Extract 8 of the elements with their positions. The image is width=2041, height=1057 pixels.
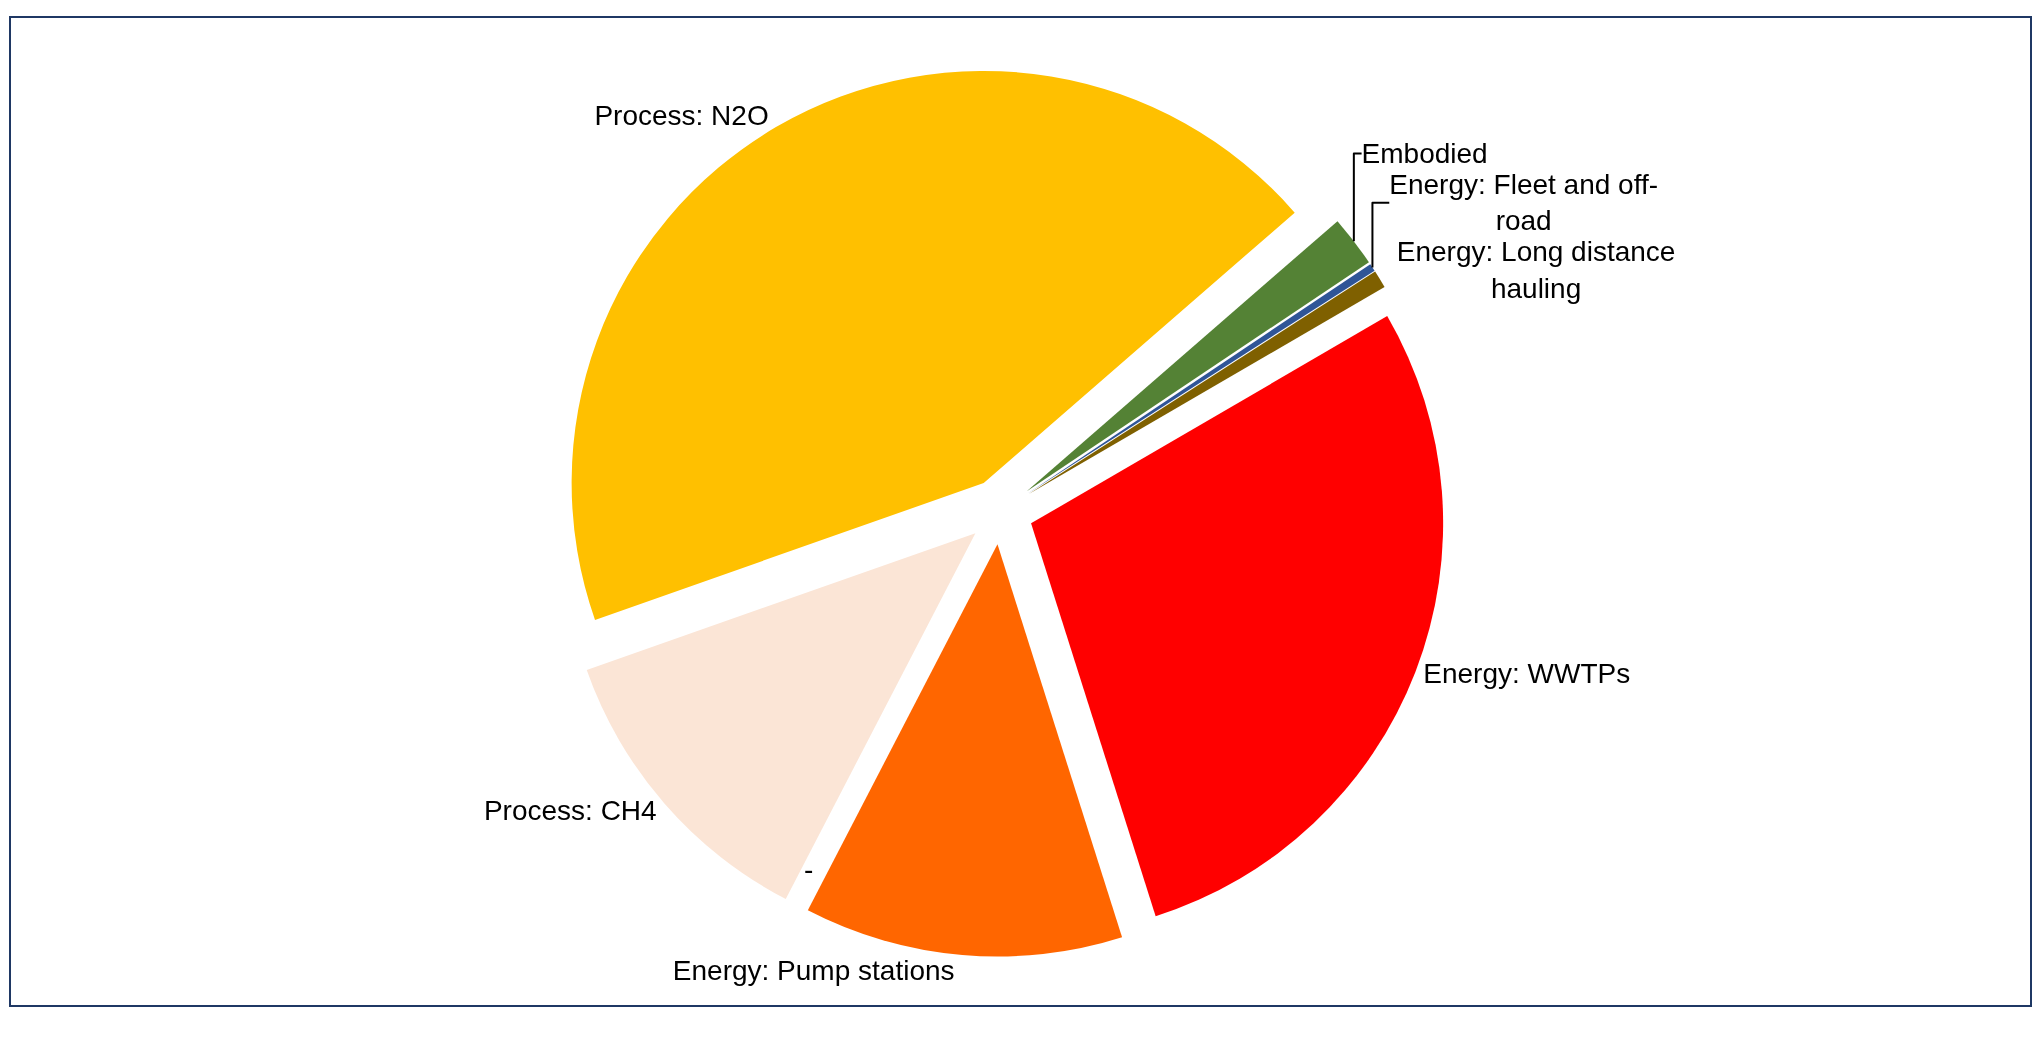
slice-label: Energy: Fleet and off-road xyxy=(1389,168,1659,237)
slice-label: Energy: Long distance hauling xyxy=(1396,236,1676,304)
slice-label: Energy: WWTPs xyxy=(1423,658,1631,690)
slice-label: Embodied xyxy=(1361,137,1488,169)
text: - xyxy=(804,854,814,885)
slice-label: Energy: Pump stations xyxy=(672,954,955,986)
slice-label: Process: CH4 xyxy=(483,794,657,826)
slice-label: Process: N2O xyxy=(594,99,769,131)
